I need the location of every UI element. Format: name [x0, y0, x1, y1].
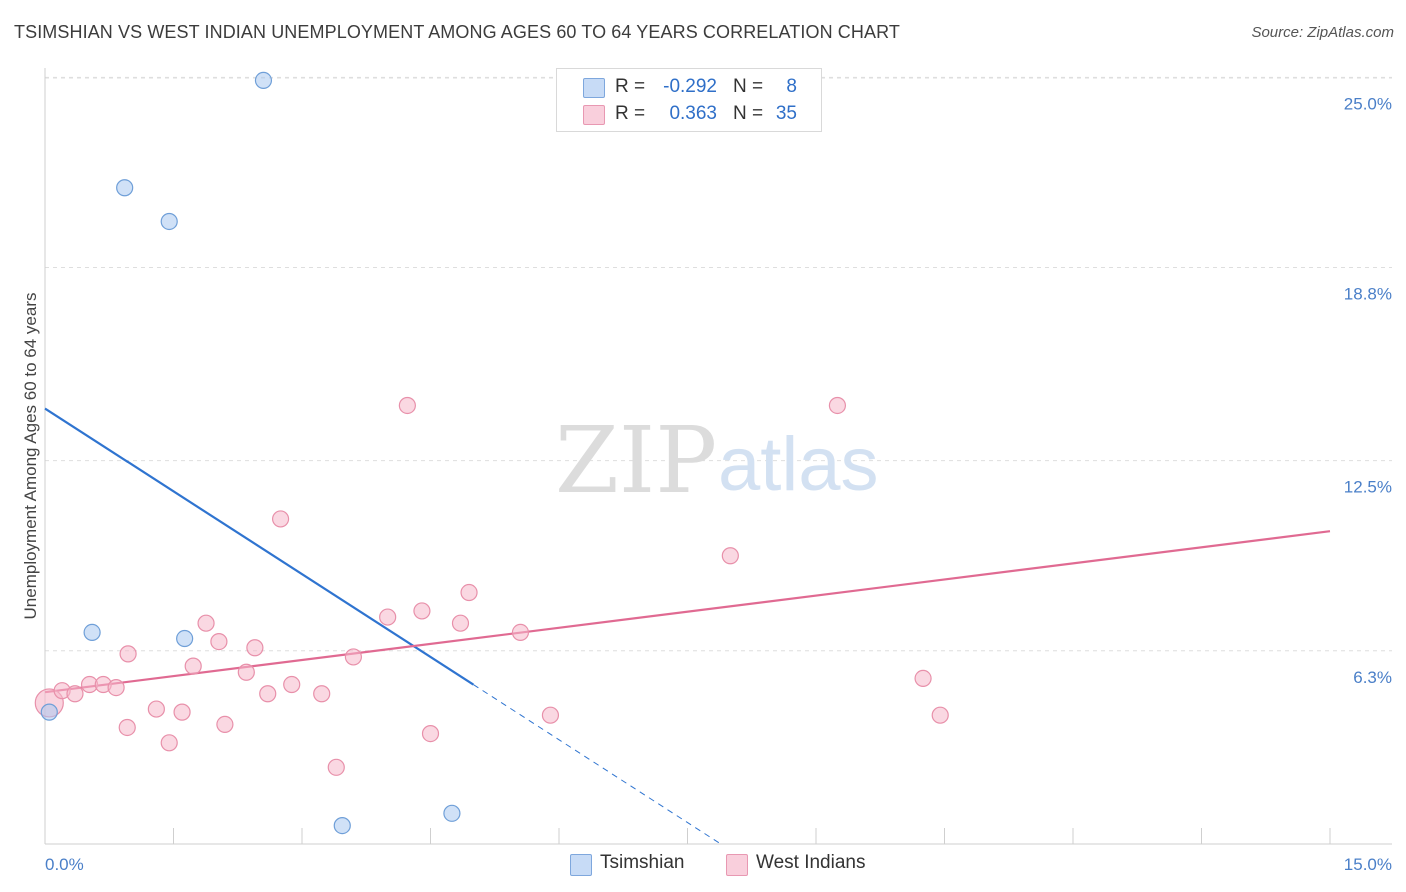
bottom-legend-label-west-indians: West Indians [756, 852, 866, 873]
stats-legend: R = -0.292 N = 8 R = 0.363 N = 35 [556, 68, 822, 132]
legend-swatch-tsimshian [583, 78, 605, 98]
y-tick-label: 18.8% [1344, 284, 1392, 303]
west-indians-point [931, 706, 949, 724]
legend-n-label: N = [733, 76, 764, 97]
tsimshian-point [116, 179, 134, 197]
trend-line-west-indians [44, 530, 1331, 694]
west-indians-point [721, 547, 739, 565]
west-indians-point [197, 614, 215, 632]
tsimshian-point [254, 71, 273, 90]
west-indians-point [413, 602, 431, 620]
west-indians-point [118, 718, 136, 737]
legend-row-west-indians: R = 0.363 N = 35 [557, 100, 821, 126]
watermark-atlas: atlas [718, 422, 879, 507]
legend-r-label: R = [615, 103, 646, 124]
west-indians-point [460, 583, 478, 602]
west-indians-point [184, 657, 202, 675]
watermark-zip: ZIP [555, 407, 717, 514]
x-tick-label: 15.0% [1344, 855, 1392, 874]
west-indians-point [541, 706, 560, 724]
west-indians-point [511, 623, 530, 642]
trend-line-extension [473, 684, 723, 846]
legend-row-tsimshian: R = -0.292 N = 8 [557, 73, 821, 99]
trend-line-tsimshian [44, 407, 474, 686]
west-indians-point [398, 396, 416, 415]
west-indians-point [210, 632, 228, 651]
west-indians-point [147, 700, 165, 718]
west-indians-point [271, 510, 290, 528]
y-axis-label: Unemployment Among Ages 60 to 64 years [21, 293, 40, 620]
tsimshian-point [83, 623, 101, 642]
west-indians-point [828, 396, 847, 415]
data-points [34, 71, 949, 835]
legend-n-label: N = [733, 103, 764, 124]
grid-lines [45, 76, 1392, 652]
west-indians-point [119, 645, 137, 663]
west-indians-point [327, 758, 345, 776]
y-tick-label: 25.0% [1344, 94, 1392, 113]
legend-r-value: -0.292 [663, 76, 717, 97]
west-indians-point [259, 685, 277, 703]
west-indians-point [160, 734, 178, 752]
west-indians-point [421, 724, 440, 743]
tsimshian-point [40, 703, 58, 721]
tsimshian-point [443, 804, 461, 822]
tsimshian-point [176, 629, 194, 648]
legend-n-value: 8 [786, 76, 797, 97]
legend-swatch-west-indians [583, 105, 605, 125]
bottom-legend-swatch-tsimshian [570, 854, 592, 876]
tsimshian-point [160, 212, 178, 231]
west-indians-point [914, 669, 932, 688]
watermark: ZIP atlas [555, 407, 879, 514]
bottom-legend-label-tsimshian: Tsimshian [600, 852, 685, 873]
west-indians-point [173, 703, 191, 721]
chart-title: TSIMSHIAN VS WEST INDIAN UNEMPLOYMENT AM… [14, 22, 900, 42]
tick-labels: 6.3% 12.5% 18.8% 25.0% 0.0% 15.0% [45, 94, 1392, 874]
west-indians-point [379, 608, 397, 626]
tsimshian-point [333, 816, 351, 835]
west-indians-point [246, 639, 264, 657]
west-indians-point [107, 678, 125, 697]
x-tick-label: 0.0% [45, 855, 84, 874]
west-indians-point [451, 614, 470, 632]
west-indians-point [283, 675, 301, 694]
west-indians-point [216, 715, 234, 734]
legend-r-label: R = [615, 76, 646, 97]
bottom-legend-swatch-west-indians [726, 854, 748, 876]
legend-r-value: 0.363 [669, 103, 717, 124]
y-tick-label: 12.5% [1344, 478, 1392, 497]
y-tick-label: 6.3% [1353, 668, 1392, 687]
legend-n-value: 35 [775, 103, 797, 124]
west-indians-point [66, 685, 84, 703]
west-indians-point [237, 663, 255, 681]
source-label: Source: ZipAtlas.com [1251, 24, 1394, 41]
west-indians-point [313, 685, 331, 703]
west-indians-point [344, 648, 362, 666]
trend-lines [44, 407, 1331, 846]
